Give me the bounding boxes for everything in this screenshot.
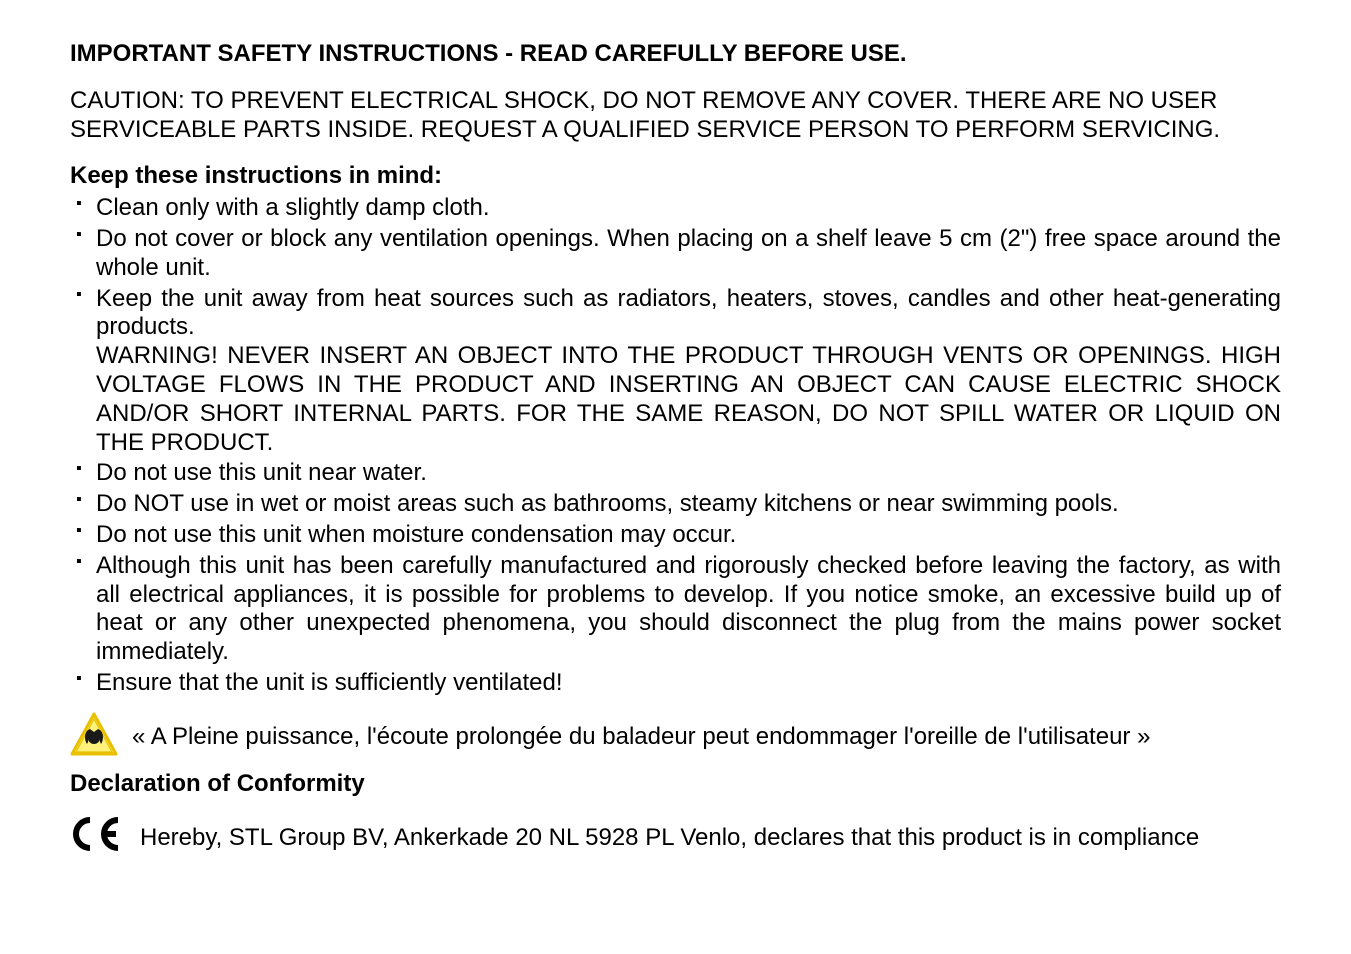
list-item-text: Ensure that the unit is sufficiently ven… — [96, 669, 563, 696]
french-warning-row: « A Pleine puissance, l'écoute prolongée… — [70, 712, 1281, 764]
list-item: Do not cover or block any ventilation op… — [70, 225, 1281, 283]
caution-paragraph: CAUTION: TO PREVENT ELECTRICAL SHOCK, DO… — [70, 87, 1281, 145]
list-item: Do not use this unit when moisture conde… — [70, 521, 1281, 550]
ce-row: Hereby, STL Group BV, Ankerkade 20 NL 59… — [70, 816, 1281, 860]
list-item: Ensure that the unit is sufficiently ven… — [70, 669, 1281, 698]
ce-mark-icon — [70, 816, 124, 860]
list-item: Although this unit has been carefully ma… — [70, 552, 1281, 667]
list-item: Keep the unit away from heat sources suc… — [70, 285, 1281, 458]
list-item-text: Although this unit has been carefully ma… — [96, 552, 1281, 665]
warning-triangle-icon — [70, 712, 118, 764]
french-warning-text: « A Pleine puissance, l'écoute prolongée… — [132, 723, 1150, 752]
declaration-heading: Declaration of Conformity — [70, 770, 1281, 799]
list-item-text: Do not cover or block any ventilation op… — [96, 225, 1281, 281]
list-item: Do NOT use in wet or moist areas such as… — [70, 490, 1281, 519]
list-item-text: Clean only with a slightly damp cloth. — [96, 194, 490, 221]
list-item: Clean only with a slightly damp cloth. — [70, 194, 1281, 223]
list-item-text: Do not use this unit near water. — [96, 459, 427, 486]
ce-declaration-text: Hereby, STL Group BV, Ankerkade 20 NL 59… — [140, 824, 1199, 853]
list-item-text: Keep the unit away from heat sources suc… — [96, 285, 1281, 458]
main-heading: IMPORTANT SAFETY INSTRUCTIONS - READ CAR… — [70, 40, 1281, 69]
list-item-text: Do NOT use in wet or moist areas such as… — [96, 490, 1119, 517]
instruction-list: Clean only with a slightly damp cloth. D… — [70, 194, 1281, 698]
list-item-text: Do not use this unit when moisture conde… — [96, 521, 736, 548]
list-item: Do not use this unit near water. — [70, 459, 1281, 488]
keep-instructions-heading: Keep these instructions in mind: — [70, 162, 1281, 191]
